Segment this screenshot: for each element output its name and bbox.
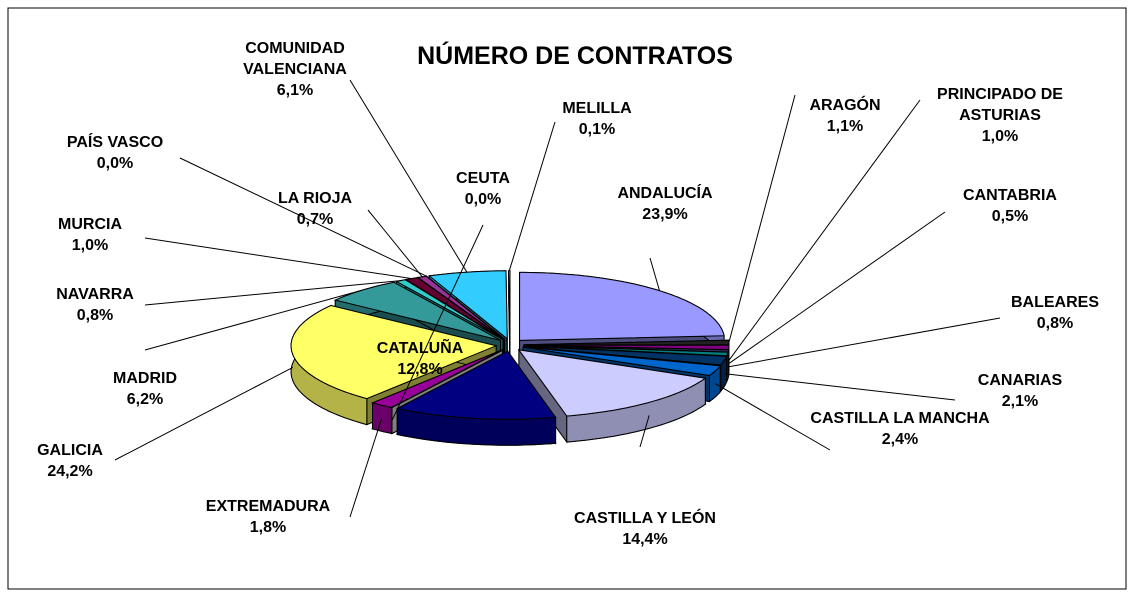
data-label: CANTABRIA 0,5% <box>963 185 1057 227</box>
data-label: MADRID 6,2% <box>113 368 177 410</box>
data-label: NAVARRA 0,8% <box>56 284 134 326</box>
leader-line <box>144 289 363 351</box>
value-label: 1,0% <box>981 128 1019 145</box>
category-label: CEUTA <box>456 170 510 187</box>
value-label: 0,8% <box>1036 315 1074 332</box>
data-label: CASTILLA Y LEÓN 14,4% <box>574 508 716 550</box>
leader-line <box>391 224 484 421</box>
slice <box>523 346 722 377</box>
slice-side <box>372 402 392 435</box>
category-label: NAVARRA <box>56 286 134 303</box>
data-label: PRINCIPADO DE ASTURIAS 1,0% <box>933 84 1067 147</box>
value-label: 1,1% <box>826 118 864 135</box>
value-label: 0,7% <box>296 211 334 228</box>
category-label: CANTABRIA <box>963 187 1057 204</box>
data-label: CASTILLA LA MANCHA 2,4% <box>810 408 989 450</box>
value-label: 14,4% <box>622 531 668 548</box>
data-label: ARAGÓN 1,1% <box>809 95 880 137</box>
leader-line <box>349 418 383 518</box>
category-label: CASTILLA Y LEÓN <box>574 510 716 527</box>
data-label: ANDALUCÍA 23,9% <box>617 183 712 225</box>
leader-line <box>179 157 427 277</box>
value-label: 6,2% <box>126 391 164 408</box>
slice <box>290 304 498 400</box>
value-label: 0,5% <box>991 208 1029 225</box>
leader-line <box>508 121 556 271</box>
leader-line <box>727 317 1001 368</box>
leader-line <box>639 415 650 448</box>
category-label: ANDALUCÍA <box>617 185 713 202</box>
data-label: BALEARES 0,8% <box>1011 292 1099 334</box>
data-label: LA RIOJA 0,7% <box>278 188 352 230</box>
category-label: PRINCIPADO DE ASTURIAS <box>937 86 1063 124</box>
value-label: 2,4% <box>881 431 919 448</box>
leader-line <box>715 383 831 451</box>
slice <box>517 349 707 417</box>
category-label: EXTREMADURA <box>205 498 331 515</box>
category-label: CATALUÑA <box>376 340 464 357</box>
value-label: 12,8% <box>397 361 443 378</box>
leader-line <box>728 211 946 365</box>
slice <box>395 350 557 420</box>
category-label: MADRID <box>113 370 177 387</box>
leader-line <box>144 280 401 306</box>
slice <box>508 270 511 339</box>
slice <box>428 270 508 340</box>
value-label: 0,8% <box>76 307 114 324</box>
slice <box>523 345 729 357</box>
value-label: 0,1% <box>578 121 616 138</box>
category-label: CASTILLA LA MANCHA <box>810 410 990 427</box>
data-label: GALICIA 24,2% <box>37 440 103 482</box>
data-label: CEUTA 0,0% <box>456 168 510 210</box>
value-label: 6,1% <box>276 82 314 99</box>
data-label: CANARIAS 2,1% <box>978 370 1062 412</box>
slice <box>523 345 728 366</box>
category-label: GALICIA <box>37 442 103 459</box>
leader-line <box>114 366 294 461</box>
leader-line <box>349 79 468 273</box>
category-label: MELILLA <box>562 100 632 117</box>
leader-line <box>144 237 412 280</box>
value-label: 23,9% <box>642 206 688 223</box>
category-label: MURCIA <box>58 216 122 233</box>
data-label: CATALUÑA 12,8% <box>377 338 464 380</box>
category-label: CANARIAS <box>977 372 1063 389</box>
data-label: EXTREMADURA 1,8% <box>206 496 330 538</box>
category-label: BALEARES <box>1010 294 1100 311</box>
leader-line <box>649 257 661 291</box>
data-label: PAÍS VASCO 0,0% <box>67 132 163 174</box>
slice <box>394 279 504 340</box>
data-label: COMUNIDAD VALENCIANA 6,1% <box>200 38 390 101</box>
slice <box>333 281 501 341</box>
value-label: 0,0% <box>464 191 502 208</box>
value-label: 0,0% <box>96 155 134 172</box>
leader-line <box>728 94 796 343</box>
value-label: 24,2% <box>47 463 93 480</box>
leader-line <box>728 99 921 361</box>
leader-line <box>367 209 423 278</box>
category-label: LA RIOJA <box>277 190 353 207</box>
data-label: MURCIA 1,0% <box>58 214 122 256</box>
value-label: 1,8% <box>249 519 287 536</box>
leader-line <box>724 373 956 401</box>
data-label: MELILLA 0,1% <box>562 98 631 140</box>
value-label: 1,0% <box>71 237 109 254</box>
category-label: PAÍS VASCO <box>66 134 164 151</box>
category-label: ARAGÓN <box>809 97 881 114</box>
chart-title: NÚMERO DE CONTRATOS <box>417 42 733 70</box>
value-label: 2,1% <box>1001 393 1039 410</box>
category-label: COMUNIDAD VALENCIANA <box>243 40 347 78</box>
